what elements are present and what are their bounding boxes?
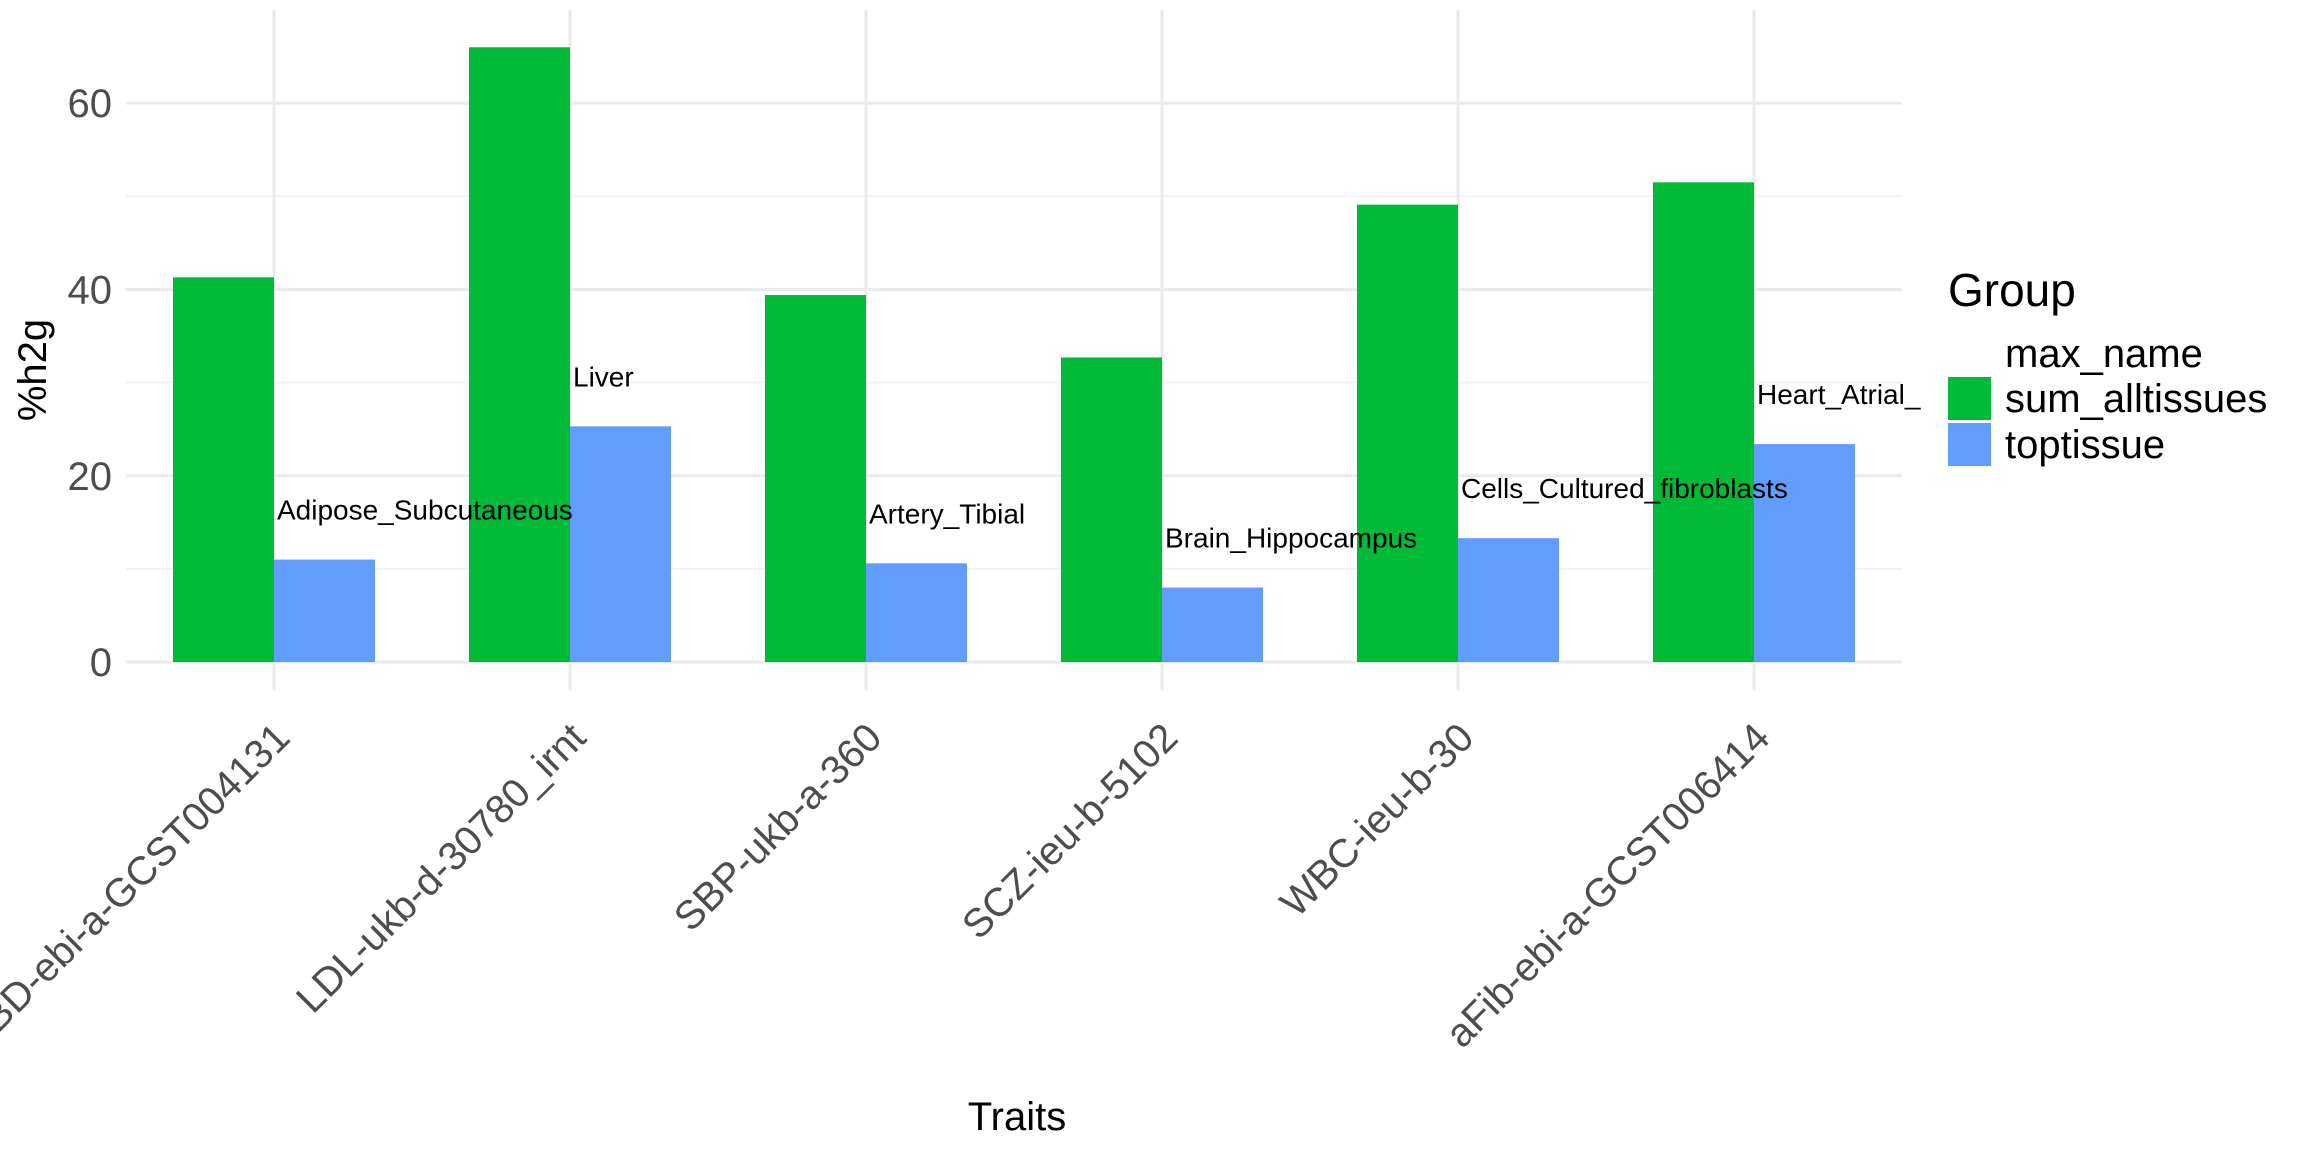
x-axis-title: Traits	[968, 1095, 1067, 1139]
bar-sum_alltissues	[1357, 204, 1458, 663]
bar-sum_alltissues	[765, 295, 866, 663]
y-tick-label: 0	[90, 641, 112, 685]
x-axis-ticks: IBD-ebi-a-GCST004131LDL-ukb-d-30780_irnt…	[0, 715, 1778, 1056]
y-axis-title: %h2g	[11, 319, 55, 421]
bar-label-tissue: Artery_Tibial	[869, 498, 1025, 529]
grid-lines	[126, 10, 1902, 690]
bar-toptissue	[866, 563, 967, 663]
y-axis-ticks: 0 20 40 60	[68, 82, 113, 685]
bar-toptissue	[1458, 538, 1559, 663]
legend-swatch	[1948, 377, 1991, 420]
bar-sum_alltissues	[1061, 357, 1162, 663]
legend-label: sum_alltissues	[2005, 377, 2267, 421]
x-tick-label: SCZ-ieu-b-5102	[954, 715, 1186, 947]
legend-label: max_name	[2005, 332, 2203, 376]
bar-label-tissue: Heart_Atrial_	[1757, 379, 1921, 410]
bar-label-tissue: Cells_Cultured_fibroblasts	[1461, 473, 1788, 504]
bar-toptissue	[1162, 587, 1263, 663]
legend-swatch	[1948, 423, 1991, 466]
bar-label-tissue: Brain_Hippocampus	[1165, 523, 1417, 554]
bar-sum_alltissues	[173, 277, 274, 663]
legend-label: toptissue	[2005, 423, 2165, 467]
bar-sum_alltissues	[469, 47, 570, 663]
x-tick-label: SBP-ukb-a-360	[666, 715, 890, 939]
bar-label-tissue: Adipose_Subcutaneous	[277, 495, 573, 526]
bar-label-tissue: Liver	[573, 361, 634, 392]
y-tick-label: 20	[68, 455, 113, 499]
legend-title: Group	[1948, 264, 2076, 316]
bar-toptissue	[274, 559, 375, 663]
x-tick-label: IBD-ebi-a-GCST004131	[0, 715, 298, 1048]
y-tick-label: 60	[68, 82, 113, 126]
x-tick-label: aFib-ebi-a-GCST006414	[1438, 715, 1779, 1056]
bar-sum_alltissues	[1653, 182, 1754, 663]
y-tick-label: 40	[68, 268, 113, 312]
x-tick-label: WBC-ieu-b-30	[1272, 715, 1482, 925]
bar-toptissue	[570, 426, 671, 663]
x-tick-label: LDL-ukb-d-30780_irnt	[288, 715, 594, 1021]
bar-labels: Adipose_Subcutaneous Liver Artery_Tibial Br…	[277, 361, 1921, 553]
bar-toptissue	[1754, 444, 1855, 663]
bars	[173, 47, 1855, 663]
